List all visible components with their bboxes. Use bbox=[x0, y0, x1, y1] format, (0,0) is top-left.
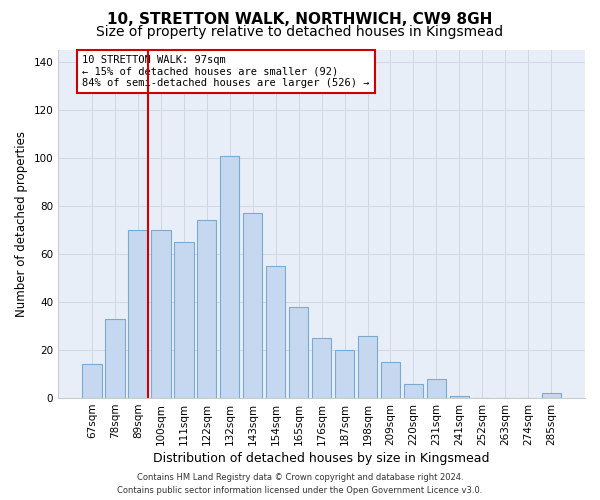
Bar bbox=[266, 266, 286, 398]
Bar bbox=[151, 230, 170, 398]
Bar bbox=[174, 242, 194, 398]
Bar bbox=[197, 220, 217, 398]
Bar bbox=[243, 213, 262, 398]
X-axis label: Distribution of detached houses by size in Kingsmead: Distribution of detached houses by size … bbox=[154, 452, 490, 465]
Bar bbox=[82, 364, 101, 398]
Y-axis label: Number of detached properties: Number of detached properties bbox=[15, 131, 28, 317]
Bar bbox=[312, 338, 331, 398]
Bar bbox=[427, 379, 446, 398]
Bar bbox=[105, 319, 125, 398]
Text: 10, STRETTON WALK, NORTHWICH, CW9 8GH: 10, STRETTON WALK, NORTHWICH, CW9 8GH bbox=[107, 12, 493, 28]
Text: 10 STRETTON WALK: 97sqm
← 15% of detached houses are smaller (92)
84% of semi-de: 10 STRETTON WALK: 97sqm ← 15% of detache… bbox=[82, 55, 370, 88]
Text: Contains HM Land Registry data © Crown copyright and database right 2024.
Contai: Contains HM Land Registry data © Crown c… bbox=[118, 473, 482, 495]
Bar bbox=[381, 362, 400, 398]
Bar bbox=[358, 336, 377, 398]
Bar bbox=[449, 396, 469, 398]
Bar bbox=[289, 307, 308, 398]
Bar bbox=[542, 394, 561, 398]
Bar bbox=[335, 350, 355, 398]
Text: Size of property relative to detached houses in Kingsmead: Size of property relative to detached ho… bbox=[97, 25, 503, 39]
Bar bbox=[128, 230, 148, 398]
Bar bbox=[220, 156, 239, 398]
Bar bbox=[404, 384, 423, 398]
